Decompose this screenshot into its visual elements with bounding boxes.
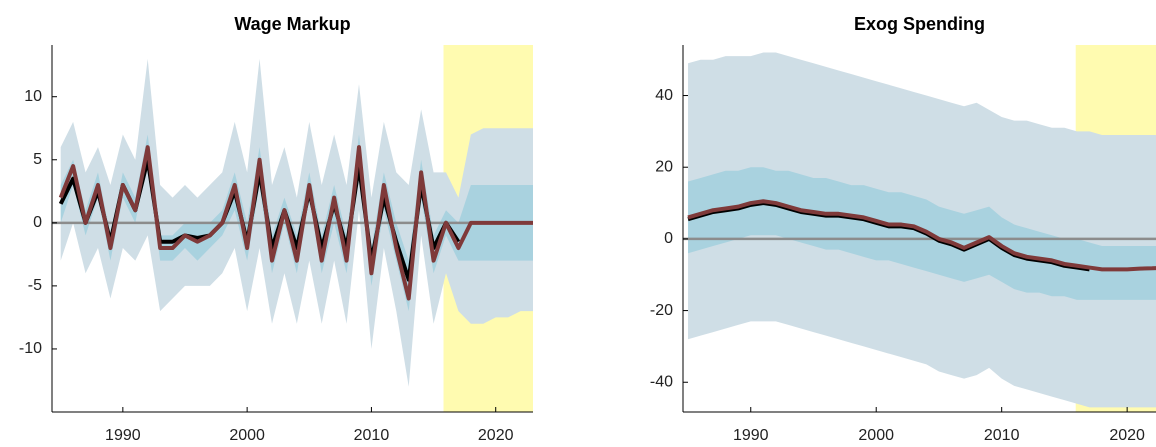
y-tick-label: -20: [650, 302, 673, 319]
y-tick-label: 40: [655, 87, 673, 104]
y-tick-label: -40: [650, 373, 673, 390]
x-tick-label: 2000: [229, 427, 265, 444]
x-tick-label: 2010: [354, 427, 390, 444]
series-line: [58, 145, 533, 301]
series-line: [687, 199, 1156, 272]
y-tick-label: -10: [19, 340, 42, 357]
y-tick-label: 10: [24, 88, 42, 105]
y-tick-label: 0: [664, 230, 673, 247]
y-tick-label: -5: [28, 277, 42, 294]
x-tick-label: 2010: [984, 427, 1020, 444]
x-tick-label: 2020: [1109, 427, 1145, 444]
plot-area: [683, 45, 1156, 412]
chart-title: Wage Markup: [234, 14, 350, 34]
x-tick-label: 1990: [105, 427, 141, 444]
chart-title: Exog Spending: [854, 14, 985, 34]
y-tick-label: 0: [33, 214, 42, 231]
y-tick-label: 5: [33, 151, 42, 168]
x-tick-label: 2020: [478, 427, 514, 444]
plot-area: [52, 45, 533, 412]
y-tick-label: 20: [655, 158, 673, 175]
x-tick-label: 1990: [733, 427, 769, 444]
x-tick-label: 2000: [858, 427, 894, 444]
